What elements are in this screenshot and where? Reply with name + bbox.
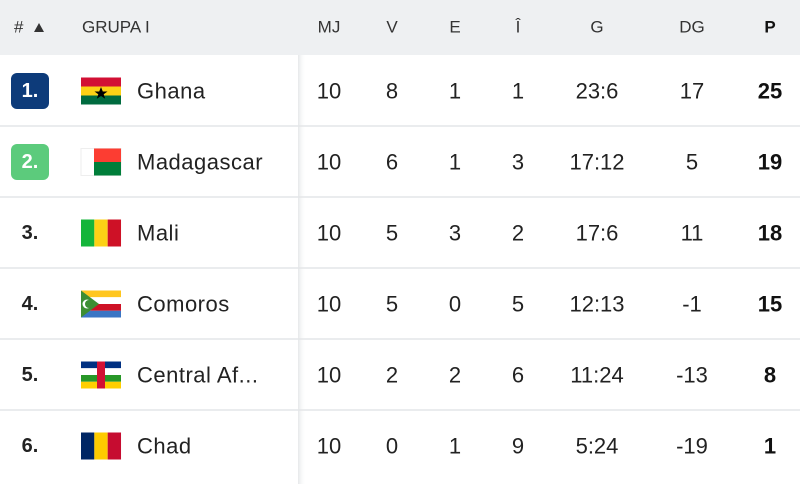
column-header: MJ <box>318 18 341 37</box>
stat-cell: 19 <box>758 150 782 175</box>
stat-cell: -1 <box>682 292 702 317</box>
stat-cell: 5 <box>686 150 698 175</box>
rank-badge <box>11 73 49 109</box>
stat-cell: 8 <box>764 363 776 388</box>
rank: 3. <box>22 222 39 244</box>
stat-cell: 9 <box>512 434 524 459</box>
stat-cell: 11 <box>681 221 704 246</box>
team-name: Comoros <box>137 292 230 317</box>
flag <box>81 290 121 318</box>
flag-stripe <box>94 432 108 460</box>
flag-part <box>94 162 121 176</box>
stat-cell: 10 <box>317 79 341 104</box>
column-header: DG <box>679 18 705 37</box>
flag-stripe <box>81 290 121 298</box>
stat-cell: 10 <box>317 434 341 459</box>
stat-cell: 1 <box>764 434 776 459</box>
stat-cell: 3 <box>449 221 461 246</box>
stat-cell: -19 <box>676 434 708 459</box>
column-shadow <box>298 55 306 484</box>
flag-stripe <box>81 95 121 105</box>
flag <box>80 148 122 176</box>
stat-cell: 10 <box>317 292 341 317</box>
table-row[interactable]: 4. Comoros 10 5 0 5 12:13 -1 15 <box>0 290 800 340</box>
team-name: Mali <box>137 221 179 246</box>
stat-cell: -13 <box>676 363 708 388</box>
column-header: V <box>386 18 398 37</box>
column-header: E <box>449 18 460 37</box>
stat-cell: 8 <box>386 79 398 104</box>
header-bar <box>0 0 800 55</box>
flag-part <box>94 148 121 162</box>
flag-star <box>94 87 108 99</box>
stat-cell: 5 <box>386 292 398 317</box>
table-row[interactable]: 1. Ghana 10 8 1 1 23:6 17 25 <box>0 73 800 127</box>
stat-cell: 2 <box>512 221 524 246</box>
stat-cell: 17:6 <box>576 221 619 246</box>
team-name: Chad <box>137 434 192 459</box>
flag-stripe <box>81 304 121 311</box>
flag-stripe <box>107 432 122 460</box>
stat-cell: 6 <box>386 150 398 175</box>
stat-cell: 5 <box>512 292 524 317</box>
stat-cell: 1 <box>449 79 461 104</box>
stat-cell: 0 <box>386 434 398 459</box>
stat-cell: 3 <box>512 150 524 175</box>
rank-badge <box>11 144 49 180</box>
flag <box>81 219 122 247</box>
stat-cell: 1 <box>449 434 461 459</box>
rank: 6. <box>22 435 39 457</box>
flag-stripe <box>81 297 121 304</box>
flag-part <box>85 300 93 308</box>
stat-cell: 15 <box>758 292 782 317</box>
table-row[interactable]: 2. Madagascar 10 6 1 3 17:12 5 19 <box>0 144 800 198</box>
stat-cell: 6 <box>512 363 524 388</box>
rank: 5. <box>22 364 39 386</box>
rank: 1. <box>22 80 39 102</box>
stat-cell: 18 <box>758 221 782 246</box>
stat-cell: 12:13 <box>569 292 624 317</box>
team-name: Madagascar <box>137 150 263 175</box>
column-header: G <box>590 18 603 37</box>
stat-cell: 5:24 <box>576 434 619 459</box>
flag-stripe <box>81 432 95 460</box>
stat-cell: 10 <box>317 363 341 388</box>
group-header: GRUPA I <box>82 18 150 37</box>
column-header: P <box>764 18 775 37</box>
table-row[interactable]: 5. Central Af... 10 2 2 6 11:24 -13 8 <box>0 361 800 411</box>
stat-cell: 23:6 <box>576 79 619 104</box>
stat-cell: 10 <box>317 221 341 246</box>
flag-stripe <box>81 77 121 87</box>
sort-icon <box>34 23 44 32</box>
stat-cell: 1 <box>449 150 461 175</box>
flag-part <box>97 361 105 389</box>
team-name: Central Af... <box>137 363 258 388</box>
flag <box>81 361 121 389</box>
column-header: Î <box>515 18 522 37</box>
rank-header[interactable]: # <box>14 18 24 37</box>
rank: 2. <box>22 151 39 173</box>
flag-stripe <box>81 310 121 318</box>
stat-cell: 25 <box>758 79 782 104</box>
stat-cell: 17:12 <box>569 150 624 175</box>
team-name: Ghana <box>137 79 206 104</box>
flag <box>81 77 121 105</box>
rank: 4. <box>22 293 39 315</box>
stat-cell: 10 <box>317 150 341 175</box>
stat-cell: 11:24 <box>570 363 623 388</box>
stat-cell: 1 <box>512 79 524 104</box>
stat-cell: 0 <box>449 292 461 317</box>
stat-cell: 17 <box>680 79 704 104</box>
stat-cell: 2 <box>386 363 398 388</box>
table-row[interactable]: 6. Chad 10 0 1 9 5:24 -19 1 <box>22 432 776 460</box>
flag-stripe <box>107 219 122 247</box>
stat-cell: 2 <box>449 363 461 388</box>
table-row[interactable]: 3. Mali 10 5 3 2 17:6 11 18 <box>0 219 800 269</box>
flag-stripe <box>81 219 95 247</box>
flag-stripe <box>94 219 108 247</box>
stat-cell: 5 <box>386 221 398 246</box>
flag <box>81 432 122 460</box>
